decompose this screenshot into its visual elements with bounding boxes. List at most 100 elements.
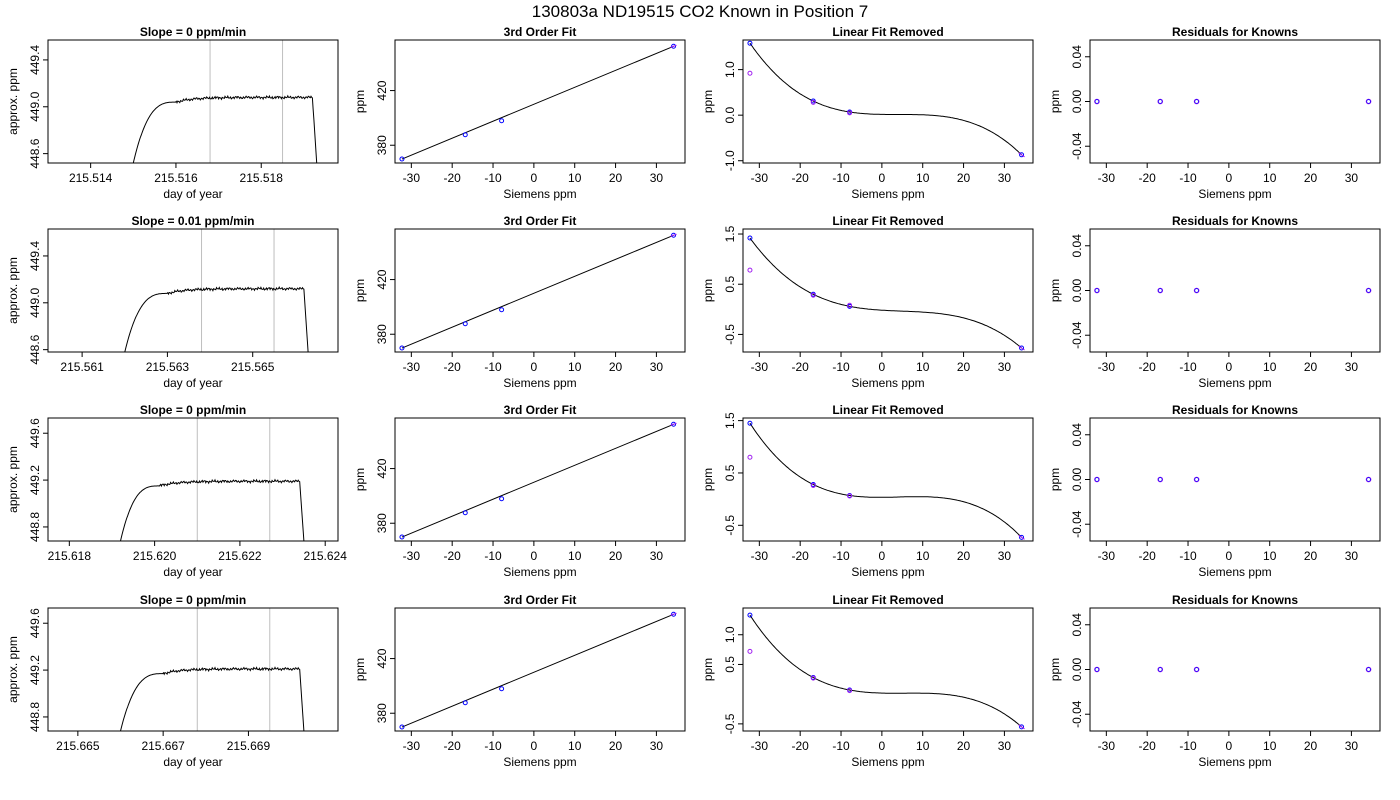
measured-point	[810, 483, 816, 489]
y-tick-label: 448.8	[28, 512, 42, 542]
known-point	[462, 700, 468, 706]
x-tick-label: -30	[403, 549, 421, 563]
x-tick-label: -30	[403, 360, 421, 374]
panel-title: 3rd Order Fit	[504, 214, 577, 228]
cubic-curve	[749, 614, 1022, 728]
x-axis-label: Siemens ppm	[1198, 187, 1271, 201]
y-tick-label: 449.6	[28, 608, 42, 638]
y-tick-label: 0.5	[723, 276, 737, 293]
plot-area	[120, 608, 305, 731]
x-tick-label: 20	[609, 739, 623, 753]
residual-point-outline	[1157, 98, 1164, 105]
x-tick-label: 0	[1226, 549, 1233, 563]
known-point	[499, 307, 505, 313]
y-tick-label: 1.0	[723, 626, 737, 643]
x-tick-label: 30	[650, 549, 664, 563]
residual-point	[1366, 667, 1372, 672]
plot-area	[747, 420, 1025, 540]
x-tick-label: 20	[609, 171, 623, 185]
y-axis-label: approx. ppm	[6, 257, 20, 324]
y-tick-label: -0.5	[723, 713, 737, 734]
x-tick-label: 20	[1304, 549, 1318, 563]
x-axis-label: Siemens ppm	[851, 565, 924, 579]
x-tick-label: 215.624	[304, 549, 348, 563]
plot-area	[747, 235, 1025, 351]
x-tick-label: 10	[1263, 171, 1277, 185]
plot-area	[399, 43, 677, 162]
y-axis-label: approx. ppm	[6, 68, 20, 135]
y-tick-label: -0.04	[1070, 321, 1084, 349]
x-tick-label: -10	[484, 549, 502, 563]
known-point	[1019, 534, 1025, 540]
x-tick-label: 20	[957, 739, 971, 753]
y-tick-label: 448.6	[28, 138, 42, 168]
residual-point-outline	[1094, 98, 1100, 105]
residual-point	[1157, 99, 1163, 104]
residual-point	[1194, 99, 1200, 104]
x-tick-label: 30	[1345, 549, 1359, 563]
y-axis-label: ppm	[1048, 468, 1062, 491]
x-tick-label: -20	[1139, 171, 1157, 185]
plot-frame	[47, 417, 339, 542]
y-tick-label: 449.4	[28, 45, 42, 75]
x-tick-label: 30	[998, 171, 1012, 185]
measured-point	[847, 110, 853, 116]
y-tick-label: 449.2	[28, 465, 42, 495]
x-tick-label: 0	[879, 549, 886, 563]
y-axis-label: ppm	[701, 468, 715, 491]
x-tick-label: 20	[957, 549, 971, 563]
x-axis-label: Siemens ppm	[851, 187, 924, 201]
y-axis-label: approx. ppm	[6, 636, 20, 703]
known-point	[1019, 724, 1025, 730]
x-tick-label: -20	[792, 171, 810, 185]
x-tick-label: -30	[1098, 171, 1116, 185]
x-tick-label: -30	[1098, 360, 1116, 374]
plot-area	[399, 232, 677, 351]
x-tick-label: 20	[609, 549, 623, 563]
x-tick-label: -20	[444, 360, 462, 374]
plot-area	[1094, 98, 1372, 105]
x-tick-label: -10	[1179, 549, 1197, 563]
x-tick-label: 10	[568, 549, 582, 563]
residual-point	[1094, 667, 1100, 672]
concentration-trace	[124, 286, 309, 352]
x-tick-label: 0	[1226, 739, 1233, 753]
x-axis-label: Siemens ppm	[1198, 376, 1271, 390]
x-tick-label: -20	[1139, 360, 1157, 374]
measured-marker	[1018, 534, 1025, 540]
plot-area	[1094, 476, 1372, 483]
y-axis-label: ppm	[353, 279, 367, 302]
y-tick-label: 0.00	[1070, 467, 1084, 491]
x-tick-label: 20	[1304, 739, 1318, 753]
measured-point	[747, 454, 753, 460]
residual-point-outline	[1365, 287, 1372, 294]
panel-title: 3rd Order Fit	[504, 25, 577, 39]
plot-area	[399, 421, 677, 540]
known-point	[462, 132, 468, 138]
residual-point-outline	[1193, 287, 1200, 294]
x-tick-label: -30	[751, 171, 769, 185]
y-tick-label: 449.0	[28, 287, 42, 317]
plot-frame	[1089, 417, 1381, 542]
y-tick-label: 0.0	[723, 107, 737, 124]
known-point	[399, 534, 405, 540]
x-axis-label: Siemens ppm	[851, 376, 924, 390]
measured-point	[810, 675, 816, 681]
y-tick-label: -0.5	[723, 515, 737, 536]
plot-area	[747, 612, 1025, 730]
plot-area	[747, 40, 1025, 158]
plot-frame	[742, 417, 1034, 542]
measured-marker	[670, 233, 677, 237]
x-tick-label: 30	[1345, 171, 1359, 185]
residual-point	[1157, 667, 1163, 672]
x-axis-label: Siemens ppm	[851, 755, 924, 769]
y-tick-label: 0.5	[723, 656, 737, 673]
y-tick-label: 0.5	[723, 464, 737, 481]
x-tick-label: -30	[403, 171, 421, 185]
y-axis-label: ppm	[1048, 658, 1062, 681]
y-tick-label: -1.0	[723, 150, 737, 171]
y-tick-label: 380	[375, 513, 389, 533]
measured-point	[747, 267, 753, 273]
x-tick-label: -30	[751, 549, 769, 563]
y-tick-label: -0.04	[1070, 132, 1084, 160]
